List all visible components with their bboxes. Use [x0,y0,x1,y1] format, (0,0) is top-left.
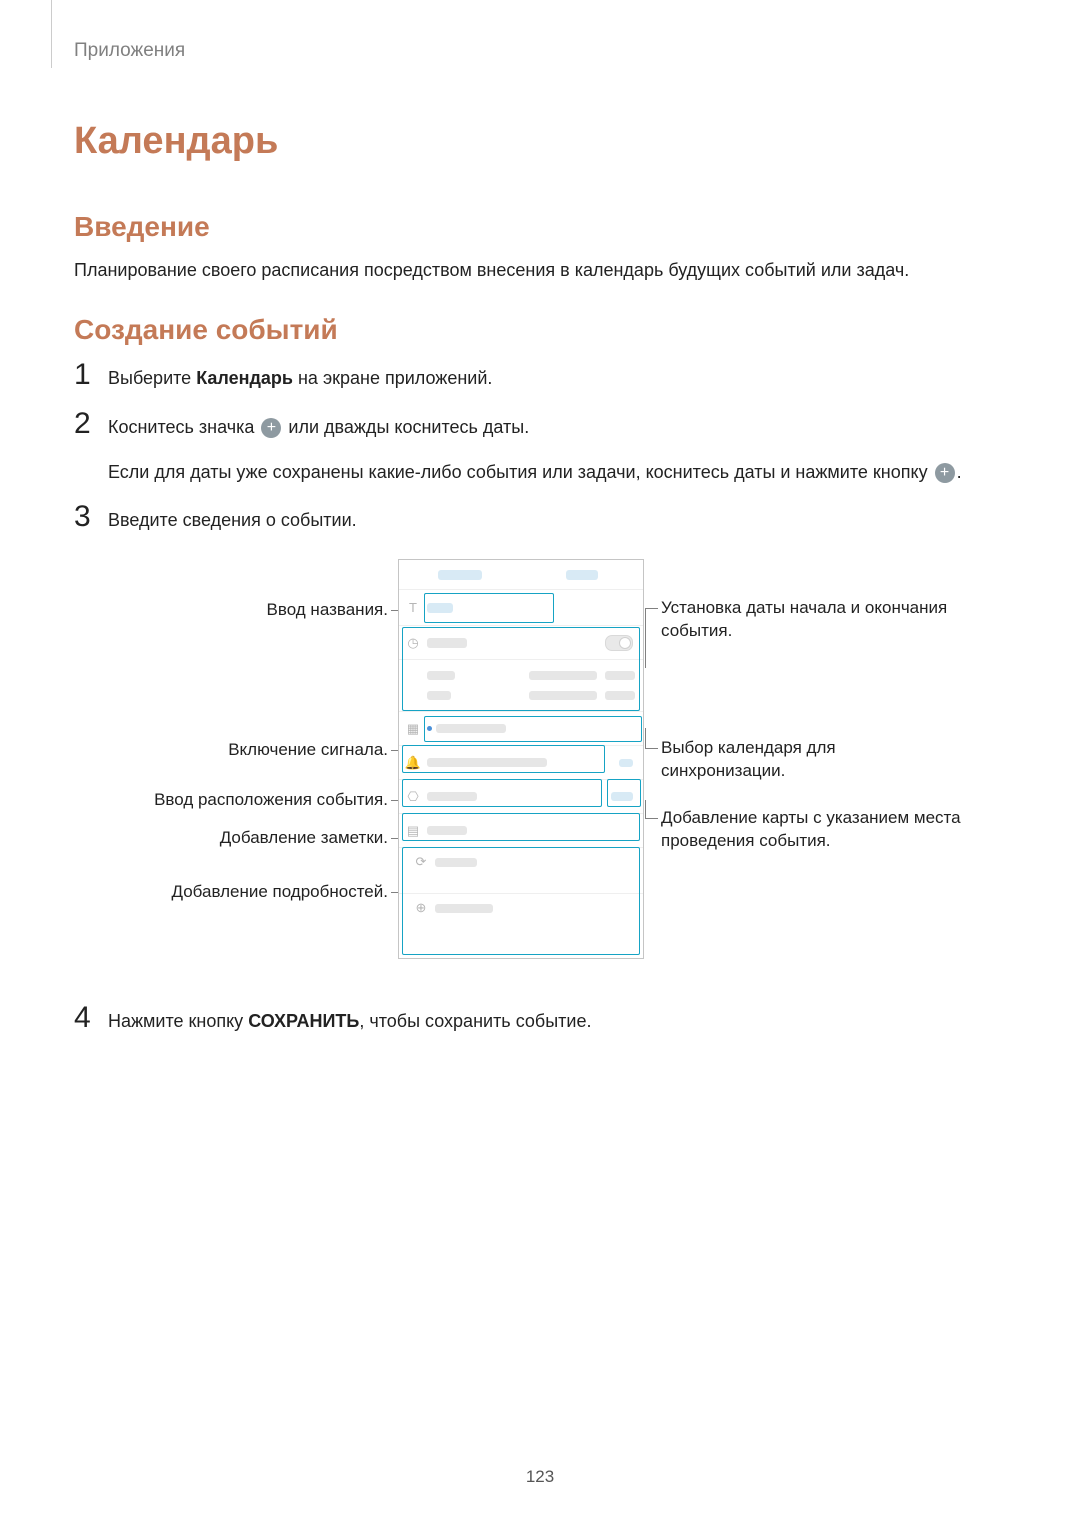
side-rule [51,0,52,68]
plus-icon: + [261,418,281,438]
mock-dates [399,660,643,712]
callout-line [645,800,646,819]
mock-reminder-row: 🔔 [399,746,643,780]
breadcrumb: Приложения [74,40,1006,62]
page-title: Календарь [74,120,1006,163]
mock-title-row: T [399,590,643,626]
callout-line [645,608,646,668]
step-1: 1 Выберите Календарь на экране приложени… [74,360,1006,393]
mock-save [521,560,643,589]
step-number: 2 [74,409,108,439]
step-3: 3 Введите сведения о событии. [74,502,1006,535]
callout-right: Установка даты начала и окончания событи… [661,597,981,643]
callout-line [645,818,658,819]
text: . [957,462,962,482]
figure-wrap: Ввод названия. Включение сигнала. Ввод р… [108,559,1006,979]
text: на экране приложений. [293,368,492,388]
mock-notes-row: ▤ [399,814,643,848]
step-body: Нажмите кнопку СОХРАНИТЬ, чтобы сохранит… [108,1003,591,1036]
step-number: 3 [74,502,108,532]
globe-icon: ⊕ [407,900,435,916]
step-body: Коснитесь значка + или дважды коснитесь … [108,409,962,487]
mock-location-row: ⎔ [399,780,643,814]
page-number: 123 [0,1467,1080,1487]
callout-line [645,728,646,749]
title-icon: T [399,600,427,615]
manual-page: Приложения Календарь Введение Планирован… [0,0,1080,1527]
steps-list: 1 Выберите Календарь на экране приложени… [74,360,1006,1036]
toggle [605,635,633,651]
section-heading-intro: Введение [74,211,1006,243]
bold-text: СОХРАНИТЬ [248,1011,359,1031]
event-form-mock: T ◷ ▦ [398,559,644,959]
callout-left: Добавление подробностей. [78,881,388,904]
callout-left: Добавление заметки. [78,827,388,850]
mock-topbar [399,560,643,590]
callout-right: Выбор календаря для синхронизации. [661,737,961,783]
text: Если для даты уже сохранены какие-либо с… [108,462,933,482]
mock-timezone-row: ⊕ [399,894,643,944]
step-body: Выберите Календарь на экране приложений. [108,360,492,393]
repeat-icon: ⟳ [407,854,435,870]
text: , чтобы сохранить событие. [359,1011,591,1031]
intro-text: Планирование своего расписания посредств… [74,257,1006,284]
text: Выберите [108,368,196,388]
callout-line [645,608,658,609]
step-body: Введите сведения о событии. [108,502,357,535]
step-number: 4 [74,1003,108,1033]
text: Коснитесь значка [108,417,259,437]
mock-calendar-row: ▦ [399,712,643,746]
step-number: 1 [74,360,108,390]
callout-right: Добавление карты с указанием места прове… [661,807,981,853]
note-icon: ▤ [399,823,427,839]
section-heading-create: Создание событий [74,314,1006,346]
callout-left: Включение сигнала. [78,739,388,762]
callout-line [645,728,658,749]
callout-line [391,892,398,893]
callout-line [645,748,658,749]
mock-allday-row: ◷ [399,626,643,660]
pin-icon: ⎔ [399,789,427,805]
text: Нажмите кнопку [108,1011,248,1031]
mock-cancel [399,560,521,589]
step-4: 4 Нажмите кнопку СОХРАНИТЬ, чтобы сохран… [74,1003,1006,1036]
callout-left: Ввод расположения события. [78,789,388,812]
callout-left: Ввод названия. [78,599,388,622]
bold-text: Календарь [196,368,293,388]
mock-repeat-row: ⟳ [399,848,643,894]
calendar-icon: ▦ [399,721,427,737]
clock-icon: ◷ [399,635,427,651]
plus-icon: + [935,463,955,483]
minus-icon [619,759,633,767]
step-2: 2 Коснитесь значка + или дважды коснитес… [74,409,1006,487]
text: или дважды коснитесь даты. [283,417,529,437]
bell-icon: 🔔 [399,755,427,771]
